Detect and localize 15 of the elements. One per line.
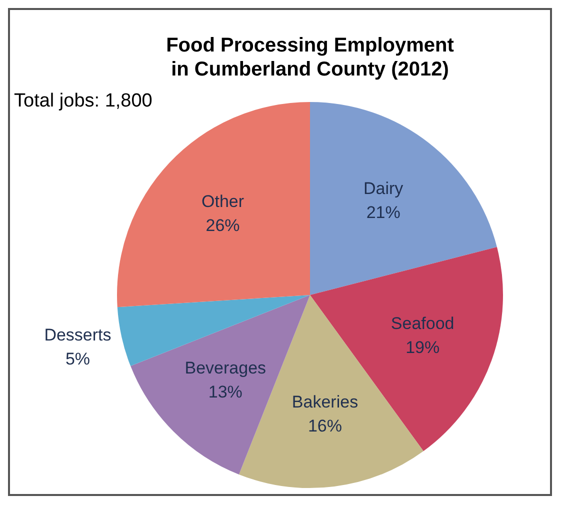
slice-label: Beverages [184, 358, 266, 378]
data-label: 26% [206, 216, 240, 235]
data-label: 13% [208, 382, 242, 402]
slice-label: Other [202, 192, 244, 211]
slice-label: Desserts [44, 326, 112, 345]
text: Total jobs: 1,800 [14, 90, 152, 112]
slice-label: Dairy [364, 179, 404, 198]
text: in Cumberland County (2012) [171, 58, 449, 81]
data-label: 5% [65, 350, 90, 369]
data-label: 19% [406, 338, 440, 358]
text: Food Processing Employment [166, 34, 454, 57]
slice-label: Bakeries [292, 392, 358, 412]
data-label: 21% [366, 203, 400, 222]
slice-label: Seafood [390, 314, 454, 334]
data-label: 16% [308, 416, 342, 436]
